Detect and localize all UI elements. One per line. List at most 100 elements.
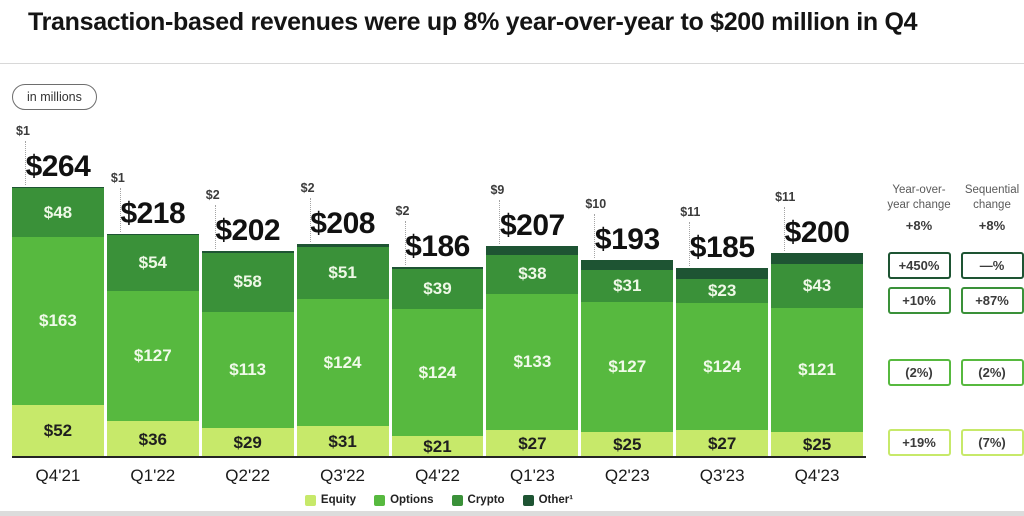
bar-segment-equity: $21 (391, 436, 484, 458)
other-callout-line (214, 204, 216, 249)
bar-segment-crypto: $58 (201, 252, 294, 313)
bar-total-label: $208 (310, 207, 375, 241)
segment-value-label: $23 (707, 281, 737, 301)
bar-total-label: $193 (594, 222, 660, 256)
segment-value-label: $38 (518, 264, 547, 284)
other-callout-line (404, 221, 406, 266)
segment-value-label: $25 (613, 435, 642, 455)
segment-value-label: $54 (138, 252, 167, 272)
legend-label: Crypto (467, 494, 505, 506)
x-axis-label: Q3'23 (699, 466, 745, 485)
segment-value-label: $113 (229, 360, 267, 380)
x-axis-label: Q2'22 (225, 466, 271, 485)
change-total-yoy: +8% (905, 218, 933, 233)
legend-item-equity: Equity (304, 494, 356, 506)
segment-value-label: $163 (39, 310, 77, 330)
bar-total-label: $218 (120, 197, 186, 231)
bottom-edge (0, 511, 1024, 516)
legend-item-options: Options (374, 494, 434, 506)
segment-value-label: $124 (703, 356, 742, 376)
bar-segment-equity: $27 (676, 430, 769, 458)
segment-value-label: $48 (43, 202, 73, 222)
bar-total-label: $207 (500, 208, 565, 242)
segment-value-label: $31 (328, 432, 357, 452)
bar-segment-equity: $25 (581, 432, 674, 458)
bar-segment-options: $124 (676, 302, 769, 431)
other-callout-line (499, 199, 501, 244)
bar-segment-other (771, 252, 863, 264)
legend-item-other: Other¹ (522, 494, 573, 506)
other-callout-label: $1 (110, 171, 125, 186)
bar-segment-other (486, 245, 579, 255)
bar-segment-options: $127 (106, 290, 199, 422)
bar-segment-options: $163 (12, 237, 104, 405)
bar-segment-options: $124 (391, 309, 484, 437)
x-axis-label: Q1'22 (130, 466, 176, 485)
bar-total-label: $264 (25, 150, 91, 183)
bar-segment-other (676, 268, 769, 280)
segment-value-label: $31 (613, 276, 642, 296)
bar-segment-crypto: $54 (106, 235, 199, 291)
segment-value-label: $127 (608, 357, 647, 377)
other-callout-label: $11 (775, 189, 796, 204)
x-axis-label: Q3'22 (320, 466, 366, 485)
other-callout-line (689, 222, 691, 267)
segment-value-label: $124 (418, 362, 457, 382)
legend-swatch (522, 494, 534, 506)
bar-segment-equity: $25 (771, 432, 863, 458)
other-callout-label: $2 (395, 204, 410, 219)
segment-value-label: $127 (133, 345, 172, 365)
bar-segment-crypto: $39 (391, 269, 484, 310)
x-axis-label: Q4'23 (794, 466, 840, 485)
bar-segment-crypto: $43 (771, 263, 863, 309)
change-other-seq: —% (960, 252, 1024, 279)
segment-value-label: $121 (798, 360, 836, 380)
bar-segment-crypto: $38 (486, 254, 579, 294)
other-callout-line (25, 141, 26, 185)
segment-value-label: $27 (707, 434, 737, 454)
bar-segment-equity: $31 (296, 426, 389, 458)
segment-value-label: $25 (802, 435, 832, 455)
segment-value-label: $27 (518, 434, 547, 454)
bar-segment-crypto: $48 (12, 188, 104, 238)
bar-segment-other (296, 244, 389, 247)
units-badge: in millions (12, 84, 97, 110)
segment-value-label: $58 (233, 272, 262, 292)
bar-segment-other (201, 250, 294, 253)
other-callout-line (309, 198, 311, 243)
bar-segment-options: $121 (771, 308, 863, 433)
segment-value-label: $43 (802, 276, 832, 296)
bar-segment-equity: $52 (12, 404, 104, 458)
chart-legend: Equity Options Crypto Other¹ (12, 494, 866, 506)
page-title: Transaction-based revenues were up 8% ye… (28, 8, 918, 36)
other-callout-label: $10 (585, 196, 607, 211)
legend-swatch (374, 494, 386, 506)
bar-total-label: $185 (689, 231, 755, 265)
bar-total-label: $200 (784, 215, 850, 249)
bar-total-label: $202 (215, 213, 281, 247)
change-total-seq: +8% (978, 218, 1006, 233)
bar-segment-equity: $36 (106, 421, 199, 458)
other-callout-label: $2 (300, 181, 315, 196)
x-axis-label: Q1'23 (509, 466, 555, 485)
segment-value-label: $29 (233, 433, 262, 453)
change-options-yoy: (2%) (887, 359, 951, 386)
other-callout-label: $1 (16, 124, 30, 138)
bar-segment-other (12, 187, 104, 189)
other-callout-label: $9 (490, 182, 505, 197)
x-axis-line (12, 456, 866, 458)
title-divider (0, 63, 1024, 64)
segment-value-label: $133 (513, 352, 552, 371)
bar-segment-options: $127 (581, 301, 674, 433)
sequential-change-header: Sequential change (964, 184, 1020, 211)
other-callout-line (594, 213, 596, 258)
segment-value-label: $51 (328, 262, 357, 282)
bar-segment-other (391, 267, 484, 270)
bar-total-label: $186 (405, 230, 470, 264)
bar-segment-options: $133 (486, 293, 579, 431)
legend-item-crypto: Crypto (451, 494, 505, 506)
legend-swatch (451, 494, 463, 506)
x-axis-label: Q4'22 (415, 466, 460, 485)
segment-value-label: $39 (423, 279, 452, 299)
